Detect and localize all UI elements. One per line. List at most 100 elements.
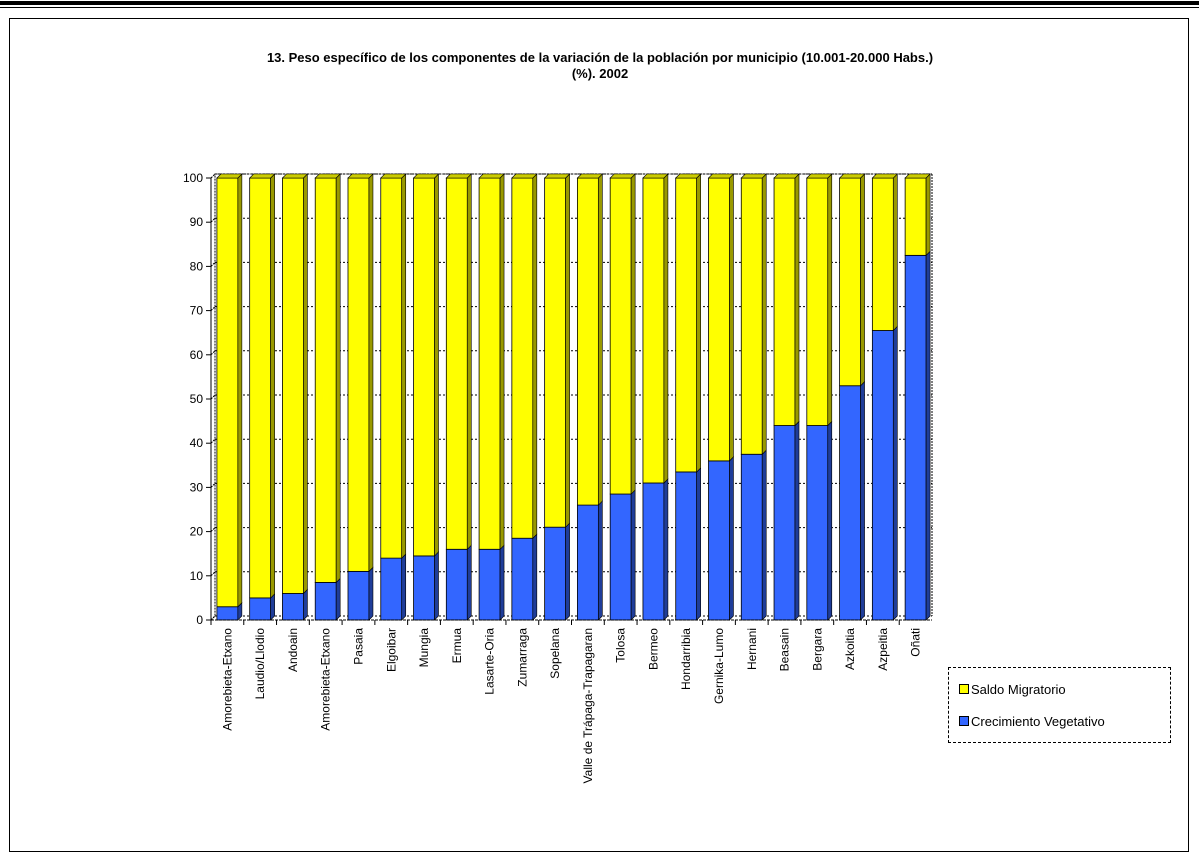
bar-saldo-side	[466, 173, 472, 551]
bar-crecimiento-side	[729, 456, 734, 621]
chart-title: 13. Peso específico de los componentes d…	[100, 50, 1100, 82]
bar-saldo-side	[696, 173, 701, 473]
x-tick-label: Hernani	[745, 628, 759, 670]
bar-saldo	[544, 177, 567, 528]
bar-top	[576, 173, 604, 179]
x-tick-label: Pasaia	[351, 628, 365, 665]
bars-layer	[216, 173, 931, 621]
gridline-diagonal	[210, 350, 216, 356]
bar-top	[248, 173, 276, 179]
y-tick-label: 60	[190, 348, 204, 362]
bar-saldo	[282, 177, 304, 594]
y-tick-label: 100	[183, 171, 203, 185]
bar-crecimiento-side	[630, 489, 636, 621]
bar-crecimiento-side	[368, 566, 374, 621]
bar-saldo	[806, 177, 829, 426]
y-tick-label: 10	[190, 569, 204, 583]
bar-crecimiento	[314, 582, 337, 621]
bar-saldo-side	[499, 173, 505, 551]
bar-crecimiento-side	[499, 544, 505, 621]
bar-crecimiento-side	[466, 544, 472, 621]
bar-saldo	[347, 177, 370, 572]
x-tick-label: Amorebieta-Etxano	[220, 628, 234, 731]
bar-saldo-side	[598, 173, 603, 506]
bar-crecimiento	[511, 537, 534, 621]
bar-crecimiento	[282, 593, 304, 621]
bar-top	[674, 173, 702, 179]
bar-top	[806, 173, 833, 179]
x-tick-label: Beasain	[778, 628, 792, 671]
bar-top	[871, 173, 899, 179]
bar-top	[478, 173, 505, 179]
x-tick-label: Lasarte-Oria	[483, 628, 497, 695]
x-tick-label: Azpeitia	[876, 628, 890, 671]
bar-crecimiento-side	[663, 478, 669, 621]
y-tick-label: 0	[196, 613, 203, 627]
bar-top	[609, 173, 636, 179]
bar-crecimiento	[347, 570, 370, 621]
bar-top	[838, 173, 866, 179]
bar-crecimiento-side	[794, 420, 800, 621]
gridline-diagonal	[210, 483, 216, 488]
x-tick-label: Gernika-Lumo	[712, 628, 726, 704]
bar-crecimiento	[544, 526, 567, 621]
bar-top	[740, 173, 767, 179]
gridline-diagonal	[210, 306, 216, 311]
bar-saldo	[740, 177, 763, 455]
bar-crecimiento	[216, 606, 239, 621]
x-tick-label: Zumarraga	[515, 628, 529, 687]
bar-crecimiento-side	[893, 325, 898, 621]
x-tick-label: Azkoitia	[843, 628, 857, 670]
bar-top	[543, 173, 571, 179]
bar-crecimiento-side	[303, 588, 308, 621]
bar-saldo-side	[893, 173, 898, 332]
x-tick-label: Elgoibar	[384, 628, 398, 672]
bar-top	[773, 173, 800, 179]
bar-saldo-side	[565, 173, 570, 528]
bar-saldo	[314, 177, 337, 583]
bar-crecimiento	[675, 471, 698, 621]
legend-label-saldo: Saldo Migratorio	[971, 681, 1066, 697]
bar-saldo-side	[925, 173, 931, 257]
gridline-diagonal	[210, 173, 216, 179]
bar-top	[707, 173, 735, 179]
bar-crecimiento-side	[925, 250, 931, 621]
bar-crecimiento	[478, 548, 501, 621]
x-tick-label: Bermeo	[646, 628, 660, 670]
bar-saldo-side	[335, 173, 341, 584]
bar-crecimiento-side	[270, 593, 275, 621]
legend-item-saldo: Saldo Migratorio	[959, 681, 1066, 697]
bar-crecimiento	[773, 425, 796, 621]
bar-saldo-side	[434, 173, 439, 557]
bar-saldo-side	[237, 173, 243, 608]
bar-top	[412, 173, 440, 179]
bar-saldo-side	[401, 173, 407, 559]
bar-saldo	[249, 177, 272, 599]
bar-saldo	[675, 177, 698, 473]
bar-saldo-side	[729, 173, 734, 462]
bar-crecimiento-side	[532, 533, 538, 621]
x-tick-label: Amorebieta-Etxano	[319, 628, 333, 731]
bar-saldo	[576, 177, 599, 506]
bar-saldo	[380, 177, 403, 559]
bar-saldo	[904, 177, 927, 256]
x-tick-label: Valle de Trápaga-Trapagaran	[581, 628, 595, 783]
bar-crecimiento	[445, 548, 468, 621]
bar-crecimiento-side	[434, 551, 439, 621]
bar-crecimiento	[380, 557, 403, 621]
gridline-diagonal	[210, 438, 216, 444]
bar-crecimiento	[249, 597, 272, 621]
bar-saldo	[445, 177, 468, 550]
y-tick-label: 80	[190, 259, 204, 273]
bar-saldo	[642, 177, 665, 484]
bar-crecimiento	[609, 493, 632, 621]
legend-label-crecimiento: Crecimiento Vegetativo	[971, 713, 1105, 729]
x-tick-label: Ermua	[450, 628, 464, 664]
bar-saldo	[839, 177, 861, 387]
x-tick-label: Bergara	[810, 628, 824, 671]
x-tick-label: Mungia	[417, 628, 431, 668]
bar-crecimiento	[740, 453, 763, 621]
bar-crecimiento	[806, 425, 829, 621]
bar-saldo-side	[794, 173, 800, 427]
bar-top	[445, 173, 473, 179]
